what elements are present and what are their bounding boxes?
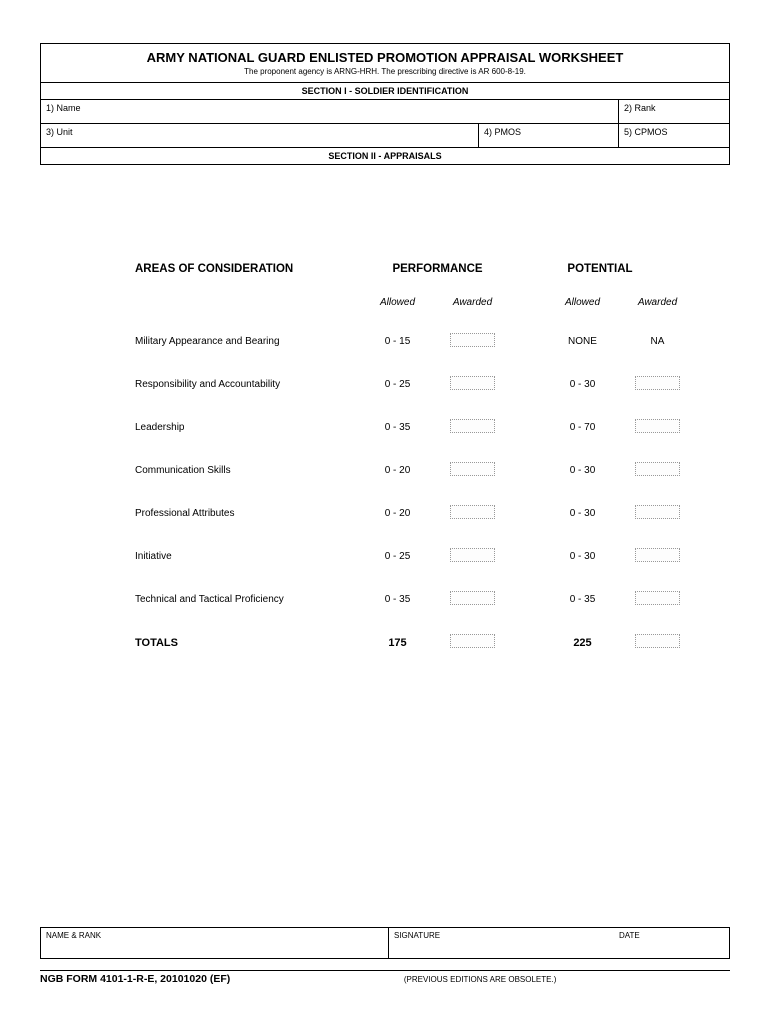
pot-awarded-input[interactable] xyxy=(635,462,680,476)
pot-allowed: 0 - 35 xyxy=(545,594,620,605)
perf-awarded-input[interactable] xyxy=(450,462,495,476)
col-header-performance: PERFORMANCE xyxy=(360,263,515,275)
pot-allowed: 0 - 30 xyxy=(545,379,620,390)
form-subtitle: The proponent agency is ARNG-HRH. The pr… xyxy=(41,67,729,82)
totals-row: TOTALS 175 225 xyxy=(135,634,710,651)
totals-label: TOTALS xyxy=(135,637,360,649)
form-header-block: ARMY NATIONAL GUARD ENLISTED PROMOTION A… xyxy=(40,43,730,165)
totals-pot-input[interactable] xyxy=(635,634,680,648)
row-label: Initiative xyxy=(135,551,360,562)
pot-awarded-input[interactable] xyxy=(635,505,680,519)
appraisal-row: Responsibility and Accountability0 - 25 0… xyxy=(135,376,710,393)
sub-allowed-perf: Allowed xyxy=(360,297,435,308)
appraisal-row: Professional Attributes0 - 20 0 - 30 xyxy=(135,505,710,522)
appraisal-row: Technical and Tactical Proficiency0 - 35… xyxy=(135,591,710,608)
bottom-line: NGB FORM 4101-1-R-E, 20101020 (EF) (PREV… xyxy=(40,970,730,985)
perf-awarded-input[interactable] xyxy=(450,419,495,433)
pot-allowed: 0 - 30 xyxy=(545,508,620,519)
perf-awarded-input[interactable] xyxy=(450,333,495,347)
footer-signature[interactable]: SIGNATURE xyxy=(389,928,614,958)
field-cpmos-label[interactable]: 5) CPMOS xyxy=(619,124,729,147)
obsolete-notice: (PREVIOUS EDITIONS ARE OBSOLETE.) xyxy=(230,973,730,985)
appraisal-row: Military Appearance and Bearing0 - 15 NON… xyxy=(135,333,710,350)
appraisal-row: Communication Skills0 - 20 0 - 30 xyxy=(135,462,710,479)
perf-allowed: 0 - 15 xyxy=(360,336,435,347)
pot-awarded-text: NA xyxy=(620,336,695,347)
section2-header: SECTION II - APPRAISALS xyxy=(41,147,729,164)
perf-allowed: 0 - 25 xyxy=(360,379,435,390)
appraisal-row: Leadership0 - 35 0 - 70 xyxy=(135,419,710,436)
row-label: Professional Attributes xyxy=(135,508,360,519)
perf-allowed: 0 - 35 xyxy=(360,422,435,433)
footer-row: NAME & RANK SIGNATURE DATE xyxy=(40,927,730,959)
appraisal-rows: Military Appearance and Bearing0 - 15 NON… xyxy=(135,333,710,608)
row-unit-pmos: 3) Unit 4) PMOS 5) CPMOS xyxy=(41,124,729,147)
appraisal-subheader-row: Allowed Awarded Allowed Awarded xyxy=(135,297,710,308)
perf-awarded-input[interactable] xyxy=(450,505,495,519)
form-title: ARMY NATIONAL GUARD ENLISTED PROMOTION A… xyxy=(41,44,729,67)
col-header-area: AREAS OF CONSIDERATION xyxy=(135,263,360,275)
totals-perf-input[interactable] xyxy=(450,634,495,648)
form-number: NGB FORM 4101-1-R-E, 20101020 (EF) xyxy=(40,973,230,985)
sub-awarded-pot: Awarded xyxy=(620,297,695,308)
field-name-label[interactable]: 1) Name xyxy=(41,100,619,123)
totals-pot: 225 xyxy=(545,637,620,649)
row-name-rank: 1) Name 2) Rank xyxy=(41,100,729,124)
row-label: Leadership xyxy=(135,422,360,433)
pot-awarded-input[interactable] xyxy=(635,376,680,390)
perf-allowed: 0 - 20 xyxy=(360,465,435,476)
section1-header: SECTION I - SOLDIER IDENTIFICATION xyxy=(41,82,729,100)
pot-awarded-input[interactable] xyxy=(635,419,680,433)
pot-allowed: NONE xyxy=(545,336,620,347)
appraisal-table: AREAS OF CONSIDERATION PERFORMANCE POTEN… xyxy=(135,263,710,651)
pot-awarded-input[interactable] xyxy=(635,591,680,605)
perf-allowed: 0 - 20 xyxy=(360,508,435,519)
form-page: ARMY NATIONAL GUARD ENLISTED PROMOTION A… xyxy=(40,43,730,983)
pot-allowed: 0 - 30 xyxy=(545,551,620,562)
perf-awarded-input[interactable] xyxy=(450,548,495,562)
row-label: Technical and Tactical Proficiency xyxy=(135,594,360,605)
appraisal-row: Initiative0 - 25 0 - 30 xyxy=(135,548,710,565)
pot-allowed: 0 - 70 xyxy=(545,422,620,433)
perf-awarded-input[interactable] xyxy=(450,591,495,605)
field-pmos-label[interactable]: 4) PMOS xyxy=(479,124,619,147)
field-unit-label[interactable]: 3) Unit xyxy=(41,124,479,147)
sub-allowed-pot: Allowed xyxy=(545,297,620,308)
footer-date[interactable]: DATE xyxy=(614,928,729,958)
sub-awarded-perf: Awarded xyxy=(435,297,510,308)
perf-awarded-input[interactable] xyxy=(450,376,495,390)
appraisal-header-row: AREAS OF CONSIDERATION PERFORMANCE POTEN… xyxy=(135,263,710,275)
footer-namerank[interactable]: NAME & RANK xyxy=(41,928,389,958)
field-rank-label[interactable]: 2) Rank xyxy=(619,100,729,123)
pot-awarded-input[interactable] xyxy=(635,548,680,562)
row-label: Communication Skills xyxy=(135,465,360,476)
perf-allowed: 0 - 25 xyxy=(360,551,435,562)
row-label: Responsibility and Accountability xyxy=(135,379,360,390)
col-header-potential: POTENTIAL xyxy=(515,263,685,275)
perf-allowed: 0 - 35 xyxy=(360,594,435,605)
totals-perf: 175 xyxy=(360,637,435,649)
pot-allowed: 0 - 30 xyxy=(545,465,620,476)
row-label: Military Appearance and Bearing xyxy=(135,336,360,347)
